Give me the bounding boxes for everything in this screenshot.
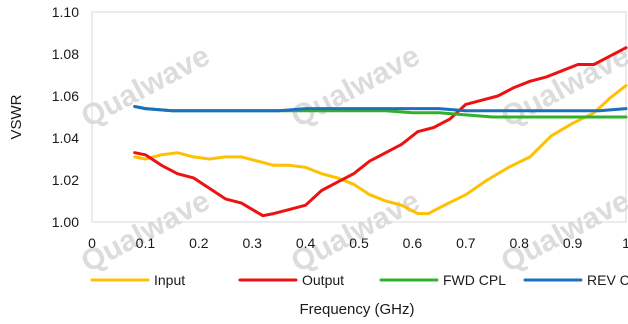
y-tick-label: 1.10 [52, 4, 79, 20]
x-tick-label: 0.2 [189, 235, 209, 251]
y-tick-label: 1.00 [52, 214, 79, 230]
y-axis-ticks: 1.00 1.02 1.04 1.06 1.08 1.10 [52, 4, 79, 230]
y-tick-label: 1.02 [52, 172, 79, 188]
x-tick-label: 0.6 [403, 235, 423, 251]
series-layer [133, 46, 628, 218]
y-tick-label: 1.06 [52, 88, 79, 104]
series-line-output [133, 46, 628, 218]
series-line-input [133, 84, 628, 216]
x-tick-label: 0 [88, 235, 96, 251]
legend-label: Output [302, 272, 344, 288]
x-tick-label: 0.7 [456, 235, 476, 251]
legend-label: Input [154, 272, 185, 288]
x-tick-label: 0.3 [242, 235, 262, 251]
x-tick-label: 0.8 [509, 235, 529, 251]
legend-label: REV CPL [587, 272, 628, 288]
x-axis-label: Frequency (GHz) [299, 301, 414, 318]
y-tick-label: 1.08 [52, 46, 79, 62]
series-line-rev-cpl [133, 105, 628, 113]
x-tick-label: 0.4 [296, 235, 316, 251]
watermark-text: Qualwave [496, 184, 628, 279]
y-axis-label: VSWR [8, 94, 25, 139]
watermark-text: Qualwave [76, 184, 215, 279]
legend-label: FWD CPL [443, 272, 506, 288]
x-tick-label: 0.1 [136, 235, 156, 251]
y-tick-label: 1.04 [52, 130, 79, 146]
watermark-text: Qualwave [286, 39, 425, 134]
watermark-text: Qualwave [76, 39, 215, 134]
watermark-text: Qualwave [286, 184, 425, 279]
x-axis-ticks: 0 0.1 0.2 0.3 0.4 0.5 0.6 0.7 0.8 0.9 1 [88, 235, 628, 251]
x-tick-label: 0.9 [563, 235, 583, 251]
x-tick-label: 0.5 [349, 235, 369, 251]
x-tick-label: 1 [622, 235, 628, 251]
legend: Input Output FWD CPL REV CPL [90, 272, 628, 288]
